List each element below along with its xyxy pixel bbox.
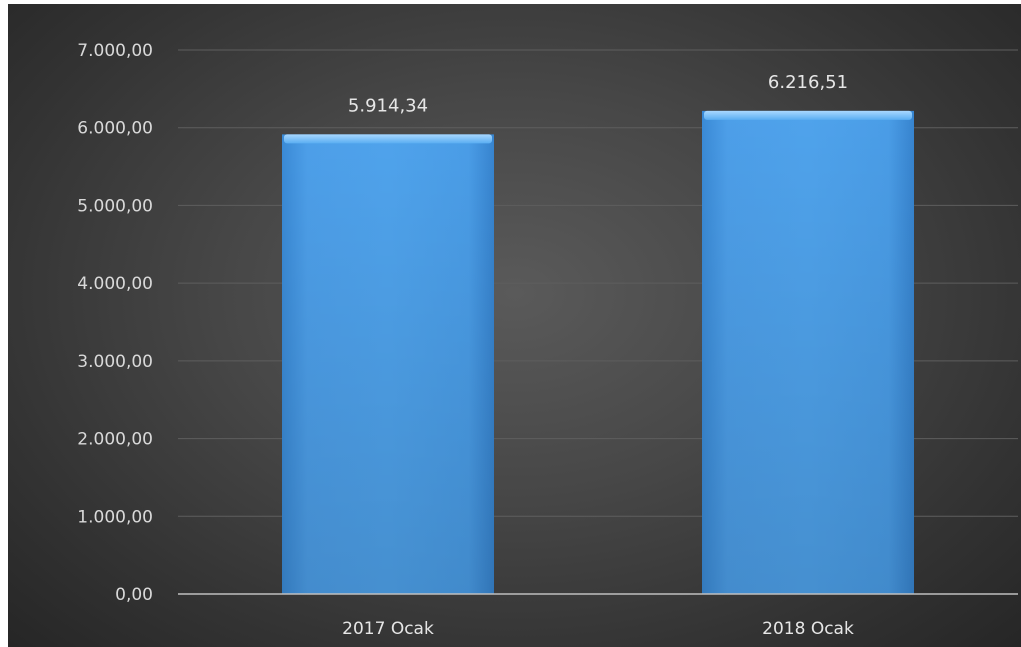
bar-top-bevel	[284, 134, 492, 144]
data-label: 6.216,51	[768, 72, 848, 93]
x-axis-category-labels: 2017 Ocak 2018 Ocak	[342, 619, 854, 639]
y-tick-label: 5.000,00	[77, 196, 153, 216]
y-tick-label: 7.000,00	[77, 41, 153, 61]
y-tick-label: 6.000,00	[77, 119, 153, 139]
y-axis-tick-labels: 0,00 1.000,00 2.000,00 3.000,00 4.000,00 5.00…	[77, 41, 153, 605]
bar	[702, 110, 914, 594]
bar-shade	[702, 110, 914, 594]
bar-shade	[282, 134, 494, 595]
bar-top-bevel	[704, 110, 912, 120]
y-tick-label: 2.000,00	[77, 430, 153, 450]
bar	[282, 134, 494, 595]
bars	[282, 110, 914, 595]
data-labels: 5.914,34 6.216,51	[348, 72, 848, 116]
y-tick-label: 0,00	[115, 585, 153, 605]
data-label: 5.914,34	[348, 95, 428, 116]
y-tick-label: 4.000,00	[77, 274, 153, 294]
x-category-label: 2018 Ocak	[762, 619, 854, 639]
x-category-label: 2017 Ocak	[342, 619, 434, 639]
y-tick-label: 1.000,00	[77, 507, 153, 527]
y-tick-label: 3.000,00	[77, 352, 153, 372]
